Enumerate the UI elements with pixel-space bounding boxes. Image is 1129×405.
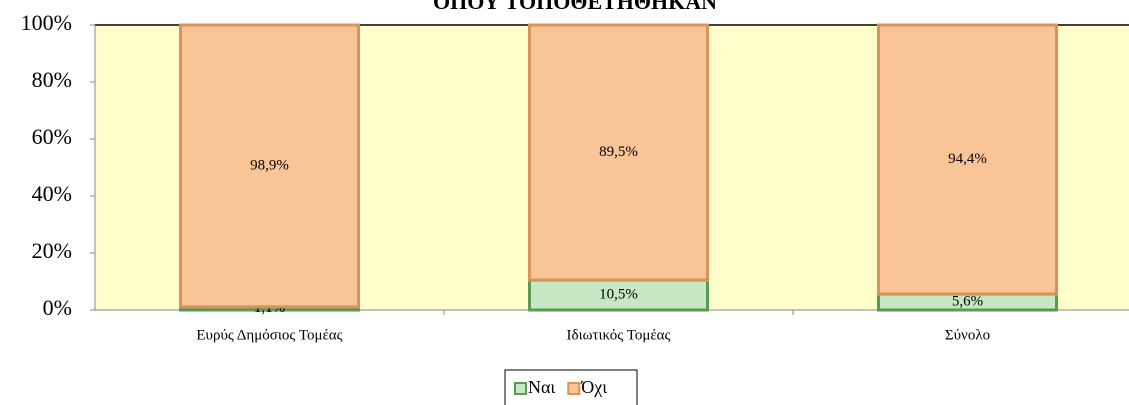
- y-tick-label: 20%: [32, 238, 72, 263]
- chart-title: ΟΠΟΥ ΤΟΠΟΘΕΤΗΘΗΚΑΝ: [433, 0, 717, 14]
- data-label: 5,6%: [952, 293, 983, 309]
- legend-label: Ναι: [528, 377, 555, 397]
- y-tick-label: 80%: [32, 67, 72, 92]
- data-label: 98,9%: [250, 157, 289, 173]
- x-tick-label: Ευρύς Δημόσιος Τομέας: [196, 327, 342, 343]
- y-tick-label: 100%: [21, 10, 72, 35]
- data-label: 94,4%: [948, 151, 987, 167]
- bar-segment: [528, 278, 709, 312]
- y-tick-label: 40%: [32, 181, 72, 206]
- y-tick-label: 60%: [32, 124, 72, 149]
- legend-swatch: [567, 382, 581, 395]
- y-tick-label: 0%: [43, 295, 72, 320]
- legend-label: Όχι: [580, 377, 607, 397]
- x-tick-label: Ιδιωτικός Τομέας: [567, 327, 671, 343]
- bar-segment: [877, 23, 1058, 296]
- bar-segment: [528, 23, 709, 282]
- bar-segment: [179, 23, 360, 309]
- legend: Ναι Όχι: [504, 369, 638, 405]
- x-tick-label: Σύνολο: [945, 327, 990, 343]
- data-label: 89,5%: [599, 144, 638, 160]
- data-label: 10,5%: [599, 286, 638, 302]
- legend-swatch: [514, 382, 527, 395]
